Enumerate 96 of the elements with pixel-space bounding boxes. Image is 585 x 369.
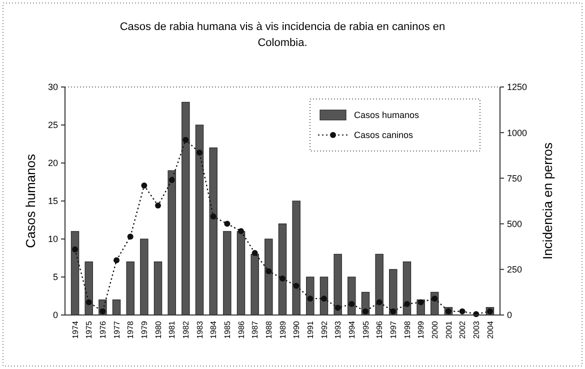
y2-axis-title: Incidencia en perros — [540, 142, 555, 260]
x-tick-label: 1986 — [236, 320, 246, 339]
y2-tick-label: 1250 — [507, 82, 528, 92]
x-tick-label: 1996 — [375, 320, 384, 339]
point — [114, 257, 120, 264]
x-tick-label: 1997 — [388, 320, 398, 339]
y2-tick-label: 0 — [507, 310, 512, 320]
x-tick-label: 1995 — [361, 320, 370, 339]
bar — [278, 224, 287, 316]
bar — [250, 254, 259, 316]
y-tick-label: 0 — [52, 310, 58, 320]
point — [127, 234, 134, 240]
point — [320, 296, 327, 302]
point — [196, 150, 203, 156]
x-tick-label: 2003 — [472, 320, 481, 339]
bar — [223, 231, 232, 316]
x-tick-label: 1978 — [126, 320, 136, 339]
x-tick-label: 1977 — [112, 320, 122, 339]
x-tick-label: 1991 — [306, 320, 315, 339]
y-tick-label: 15 — [48, 196, 58, 206]
x-tick-label: 1983 — [195, 320, 204, 339]
bar — [375, 254, 384, 316]
point — [266, 268, 272, 274]
point — [362, 308, 368, 314]
x-tick-label: 1980 — [154, 320, 163, 339]
point — [224, 220, 230, 227]
bar — [112, 300, 121, 316]
bar — [209, 148, 218, 316]
point — [141, 182, 148, 188]
point — [72, 246, 78, 252]
x-tick-label: 1989 — [278, 320, 288, 339]
x-tick-label: 1974 — [70, 320, 80, 339]
x-tick-label: 1993 — [334, 320, 343, 339]
y2-tick-label: 750 — [507, 173, 522, 184]
bar — [334, 254, 342, 316]
point — [334, 304, 341, 311]
x-tick-label: 2004 — [486, 320, 495, 339]
point — [390, 308, 396, 314]
y2-tick-label: 1000 — [507, 128, 528, 138]
point — [100, 308, 106, 314]
x-tick-label: 1981 — [168, 320, 177, 339]
bar — [292, 200, 300, 316]
y2-tick-label: 500 — [507, 218, 522, 229]
x-tick-label: 1998 — [402, 320, 412, 339]
x-tick-label: 1987 — [250, 320, 260, 339]
point — [432, 296, 438, 302]
x-tick-label: 2002 — [458, 320, 468, 339]
y-tick-label: 25 — [48, 120, 58, 130]
bar — [182, 102, 190, 316]
bar — [264, 238, 273, 316]
point — [238, 228, 244, 234]
point — [348, 301, 355, 308]
bar — [70, 231, 80, 316]
legend-label: Casos humanos — [354, 110, 420, 120]
point — [418, 299, 424, 306]
x-tick-label: 1992 — [320, 320, 329, 339]
point — [168, 177, 175, 184]
bar — [402, 262, 412, 316]
bar — [154, 262, 162, 316]
y2-tick-label: 250 — [507, 264, 522, 275]
y-tick-label: 10 — [48, 234, 58, 244]
x-tick-label: 1982 — [181, 320, 190, 339]
y-tick-label: 30 — [48, 82, 58, 92]
point — [376, 299, 382, 306]
x-tick-label: 2000 — [430, 320, 440, 339]
x-tick-label: 1999 — [416, 320, 426, 339]
bar — [84, 262, 93, 316]
point — [182, 136, 189, 143]
x-tick-label: 1990 — [292, 320, 302, 339]
chart-title: Casos de rabia humana vis à vis incidencia de rabia en caninos en Colombia. — [120, 21, 446, 49]
point — [155, 202, 162, 209]
point — [280, 276, 286, 282]
point — [459, 308, 466, 314]
bar — [140, 238, 148, 316]
x-tick-label: 1984 — [209, 320, 218, 339]
point — [86, 299, 92, 306]
point — [210, 214, 216, 220]
y-tick-label: 20 — [48, 158, 58, 168]
x-tick-label: 1975 — [84, 320, 94, 339]
bar — [195, 124, 204, 316]
x-tick-label: 2001 — [444, 320, 454, 339]
point — [293, 282, 300, 289]
point — [404, 301, 410, 308]
bar — [168, 170, 176, 316]
bar — [236, 231, 246, 316]
bar — [389, 269, 398, 316]
x-tick-label: 1979 — [140, 320, 149, 339]
x-tick-label: 1976 — [98, 320, 108, 339]
legend-label: Casos caninos — [354, 130, 414, 140]
x-tick-label: 1988 — [264, 320, 274, 339]
y-tick-label: 5 — [52, 272, 58, 282]
bar — [126, 262, 134, 316]
x-tick-label: 1994 — [347, 320, 356, 339]
point — [252, 250, 258, 256]
y-axis-title: Casos humanos — [23, 154, 38, 248]
x-tick-label: 1985 — [222, 320, 232, 339]
